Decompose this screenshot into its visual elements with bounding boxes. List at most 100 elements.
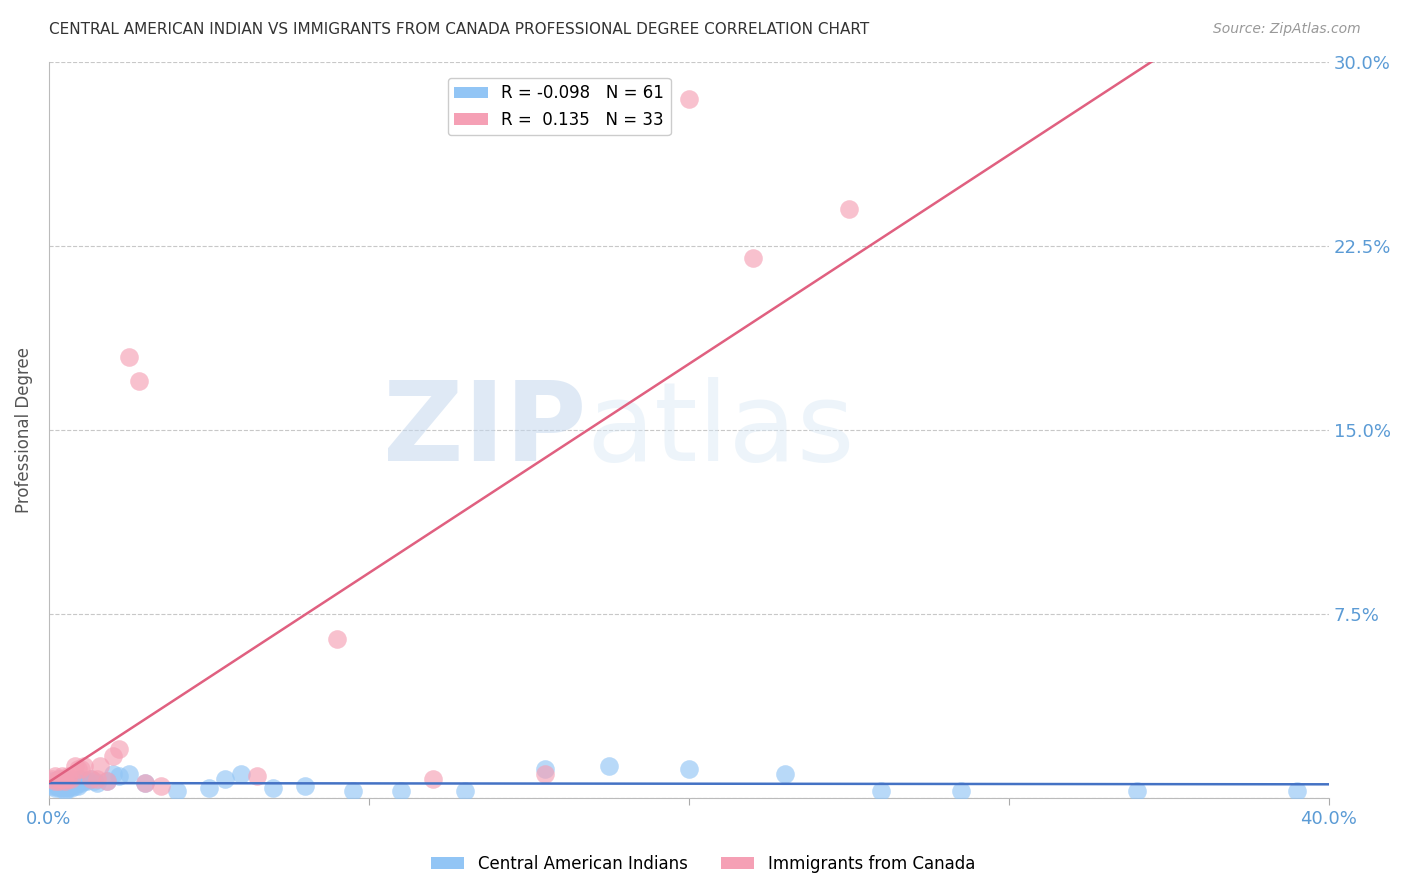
Point	[83, 774, 105, 789]
Point	[101, 749, 124, 764]
Point	[51, 776, 73, 790]
Point	[89, 759, 111, 773]
Point	[51, 772, 73, 786]
Point	[246, 769, 269, 783]
Point	[70, 762, 93, 776]
Point	[41, 779, 63, 793]
Point	[294, 779, 316, 793]
Point	[86, 776, 108, 790]
Point	[96, 774, 118, 789]
Point	[198, 781, 221, 796]
Point	[44, 776, 66, 790]
Point	[79, 772, 101, 786]
Point	[101, 766, 124, 780]
Point	[41, 774, 63, 789]
Point	[51, 781, 73, 796]
Point	[41, 776, 63, 790]
Point	[53, 776, 76, 790]
Point	[51, 779, 73, 793]
Legend: R = -0.098   N = 61, R =  0.135   N = 33: R = -0.098 N = 61, R = 0.135 N = 33	[447, 78, 671, 136]
Text: Source: ZipAtlas.com: Source: ZipAtlas.com	[1213, 22, 1361, 37]
Point	[63, 776, 86, 790]
Text: atlas: atlas	[586, 376, 855, 483]
Point	[41, 772, 63, 786]
Point	[454, 784, 477, 798]
Point	[838, 202, 860, 217]
Point	[1126, 784, 1149, 798]
Point	[534, 762, 557, 776]
Point	[56, 772, 79, 786]
Point	[678, 92, 700, 106]
Point	[44, 774, 66, 789]
Point	[108, 742, 131, 756]
Text: ZIP: ZIP	[382, 376, 586, 483]
Point	[53, 784, 76, 798]
Point	[53, 774, 76, 789]
Point	[56, 781, 79, 796]
Point	[44, 774, 66, 789]
Legend: Central American Indians, Immigrants from Canada: Central American Indians, Immigrants fro…	[425, 848, 981, 880]
Point	[53, 781, 76, 796]
Point	[134, 776, 156, 790]
Point	[53, 772, 76, 786]
Point	[44, 769, 66, 783]
Point	[534, 766, 557, 780]
Point	[741, 252, 763, 266]
Point	[56, 779, 79, 793]
Point	[214, 772, 236, 786]
Point	[48, 779, 70, 793]
Point	[63, 759, 86, 773]
Point	[70, 772, 93, 786]
Point	[949, 784, 972, 798]
Point	[128, 374, 150, 388]
Point	[678, 762, 700, 776]
Point	[51, 769, 73, 783]
Point	[48, 774, 70, 789]
Point	[60, 779, 83, 793]
Point	[53, 779, 76, 793]
Point	[56, 776, 79, 790]
Point	[1285, 784, 1308, 798]
Point	[326, 632, 349, 646]
Point	[389, 784, 412, 798]
Point	[76, 774, 98, 789]
Point	[44, 779, 66, 793]
Text: CENTRAL AMERICAN INDIAN VS IMMIGRANTS FROM CANADA PROFESSIONAL DEGREE CORRELATIO: CENTRAL AMERICAN INDIAN VS IMMIGRANTS FR…	[49, 22, 869, 37]
Point	[44, 781, 66, 796]
Point	[56, 769, 79, 783]
Point	[79, 772, 101, 786]
Point	[118, 350, 141, 364]
Point	[869, 784, 891, 798]
Point	[70, 776, 93, 790]
Point	[134, 776, 156, 790]
Point	[422, 772, 444, 786]
Point	[48, 776, 70, 790]
Point	[60, 776, 83, 790]
Point	[342, 784, 364, 798]
Point	[48, 781, 70, 796]
Point	[66, 776, 89, 790]
Point	[229, 766, 252, 780]
Point	[51, 774, 73, 789]
Y-axis label: Professional Degree: Professional Degree	[15, 347, 32, 513]
Point	[86, 772, 108, 786]
Point	[53, 772, 76, 786]
Point	[73, 774, 96, 789]
Point	[66, 779, 89, 793]
Point	[773, 766, 796, 780]
Point	[598, 759, 620, 773]
Point	[48, 772, 70, 786]
Point	[149, 779, 172, 793]
Point	[118, 766, 141, 780]
Point	[60, 772, 83, 786]
Point	[73, 759, 96, 773]
Point	[108, 769, 131, 783]
Point	[60, 781, 83, 796]
Point	[48, 772, 70, 786]
Point	[48, 774, 70, 789]
Point	[166, 784, 188, 798]
Point	[53, 774, 76, 789]
Point	[66, 762, 89, 776]
Point	[96, 774, 118, 789]
Point	[63, 779, 86, 793]
